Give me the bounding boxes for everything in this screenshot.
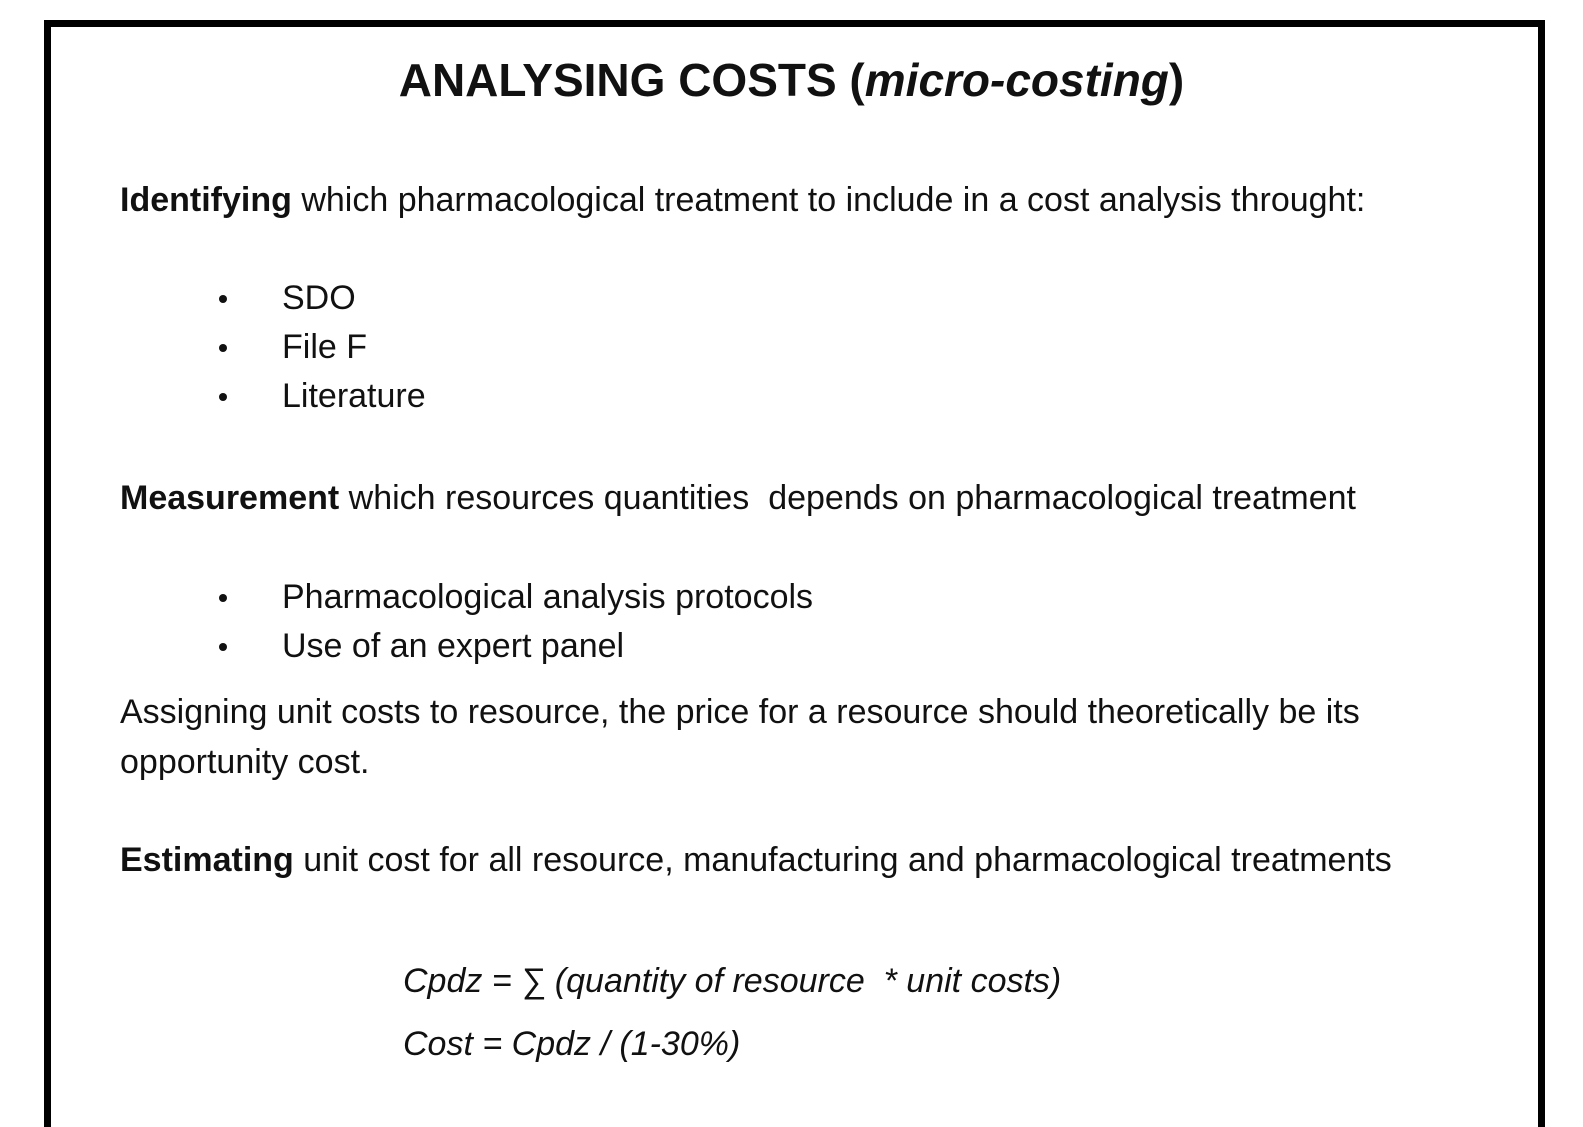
title-text: ) — [1168, 54, 1185, 106]
bullet-dot — [219, 643, 227, 651]
text: which pharmacological treatment to inclu… — [291, 181, 1366, 219]
bullet-dot — [219, 594, 227, 602]
paragraph: Measurement which resources quantities d… — [120, 478, 1356, 518]
title-text: ANALYSING COSTS ( — [398, 54, 865, 106]
bullet-text: SDO — [282, 279, 356, 317]
text: which resources quantities depends on ph… — [339, 479, 1356, 517]
bold-lead: Identifying — [120, 181, 292, 219]
bullet-dot — [219, 344, 227, 352]
bullet-text: Pharmacological analysis protocols — [282, 578, 814, 616]
title: ANALYSING COSTS (micro-costing) — [0, 54, 1583, 106]
paragraph: opportunity cost. — [120, 743, 370, 781]
formula: Cost = Cpdz / (1-30%) — [403, 1025, 741, 1063]
text: unit cost for all resource, manufacturin… — [293, 841, 1392, 879]
bullet-dot — [219, 295, 227, 303]
paragraph: Estimating unit cost for all resource, m… — [120, 840, 1392, 880]
bullet-text: File F — [282, 328, 367, 366]
bullet-dot — [219, 393, 227, 401]
paragraph: Identifying which pharmacological treatm… — [120, 180, 1365, 220]
bold-lead: Measurement — [120, 479, 340, 517]
bullet-text: Literature — [282, 377, 426, 415]
bullet-text: Use of an expert panel — [282, 627, 625, 665]
slide: ANALYSING COSTS (micro-costing) Identify… — [0, 20, 1583, 1127]
paragraph: Assigning unit costs to resource, the pr… — [120, 693, 1360, 731]
title-italic: micro-costing — [864, 54, 1169, 106]
frame — [44, 20, 1545, 1127]
formula: Cpdz = ∑ (quantity of resource * unit co… — [403, 962, 1062, 1000]
bold-lead: Estimating — [120, 841, 294, 879]
